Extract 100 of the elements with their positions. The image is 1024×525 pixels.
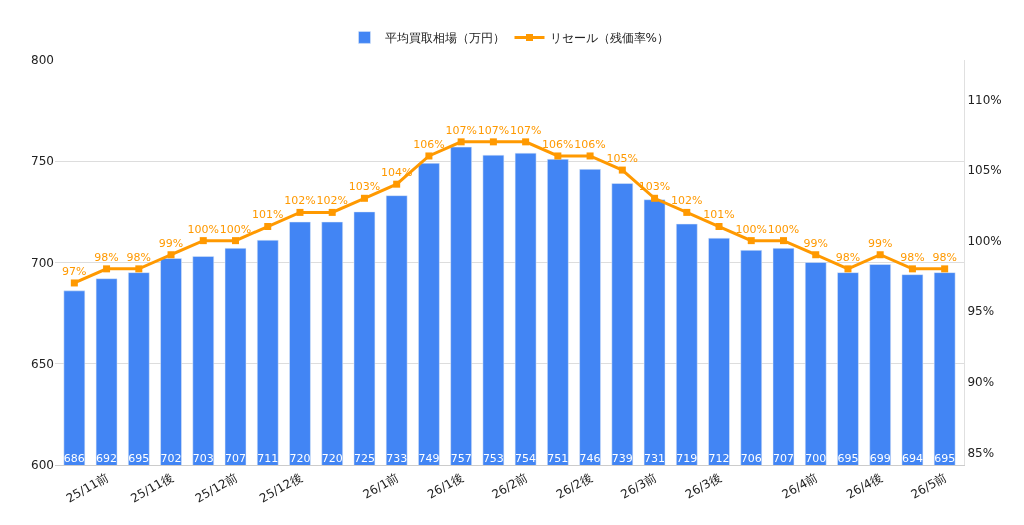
x-tick-label: 26/2後 bbox=[553, 470, 595, 502]
data-label: 695 bbox=[837, 452, 859, 466]
point bbox=[812, 251, 820, 259]
data-label: 692 bbox=[96, 452, 118, 466]
data-label: 695 bbox=[128, 452, 150, 466]
y2-tick-label: 95% bbox=[967, 304, 995, 319]
point bbox=[103, 265, 111, 273]
y-tick-label: 800 bbox=[31, 53, 54, 68]
data-label: 753 bbox=[482, 452, 504, 466]
y2-tick-label: 105% bbox=[967, 163, 1002, 178]
y-tick-label: 750 bbox=[31, 154, 54, 169]
data-label: 694 bbox=[901, 452, 923, 466]
data-label: 711 bbox=[257, 452, 279, 466]
point bbox=[135, 265, 143, 273]
x-tick-label: 26/3前 bbox=[618, 470, 660, 502]
x-tick-label: 26/4前 bbox=[779, 470, 821, 502]
data-label: 707 bbox=[225, 452, 247, 466]
point bbox=[651, 194, 659, 202]
data-label: 754 bbox=[515, 452, 537, 466]
data-label: 751 bbox=[547, 452, 569, 466]
data-label: 731 bbox=[644, 452, 666, 466]
point bbox=[747, 237, 755, 245]
data-label: 105% bbox=[606, 151, 639, 165]
data-label: 99% bbox=[867, 236, 893, 250]
data-label: 101% bbox=[703, 208, 735, 222]
x-tick-label: 26/1前 bbox=[360, 470, 402, 502]
point bbox=[715, 223, 723, 231]
data-label: 100% bbox=[735, 222, 767, 236]
point bbox=[264, 223, 272, 231]
y-tick-label: 600 bbox=[31, 458, 54, 473]
x-tick-label: 26/3後 bbox=[682, 470, 724, 502]
data-label: 686 bbox=[63, 452, 85, 466]
point bbox=[232, 237, 240, 245]
x-tick-label: 26/1後 bbox=[424, 470, 466, 502]
data-label: 98% bbox=[900, 250, 925, 264]
data-label: 97% bbox=[62, 264, 87, 278]
point bbox=[489, 138, 497, 146]
point bbox=[522, 138, 530, 146]
point bbox=[554, 152, 562, 160]
y-tick-label: 650 bbox=[31, 356, 54, 371]
data-label: 712 bbox=[708, 452, 730, 466]
data-label: 719 bbox=[676, 452, 698, 466]
data-label: 106% bbox=[413, 137, 445, 151]
point bbox=[683, 208, 691, 216]
data-label: 695 bbox=[934, 452, 956, 466]
data-label: 746 bbox=[579, 452, 601, 466]
data-label: 699 bbox=[869, 452, 891, 466]
point bbox=[941, 265, 949, 273]
data-label: 702 bbox=[160, 452, 182, 466]
point bbox=[779, 237, 787, 245]
point bbox=[618, 166, 626, 174]
x-tick-label: 26/4後 bbox=[843, 470, 885, 502]
data-label: 106% bbox=[542, 137, 574, 151]
data-label: 100% bbox=[767, 222, 800, 236]
point bbox=[167, 251, 175, 259]
point bbox=[296, 208, 304, 216]
point bbox=[199, 237, 207, 245]
point bbox=[425, 152, 433, 160]
y2-tick-label: 90% bbox=[967, 374, 995, 389]
data-label: 102% bbox=[284, 194, 316, 208]
x-tick-label: 26/5前 bbox=[908, 470, 950, 502]
data-label: 725 bbox=[353, 452, 375, 466]
data-label: 706 bbox=[740, 452, 762, 466]
data-label: 101% bbox=[252, 208, 284, 222]
data-label: 99% bbox=[803, 236, 828, 250]
data-label: 739 bbox=[611, 452, 633, 466]
data-label: 103% bbox=[348, 180, 381, 194]
data-label: 700 bbox=[805, 452, 827, 466]
data-label: 100% bbox=[187, 222, 220, 236]
data-label: 100% bbox=[219, 222, 252, 236]
data-label: 107% bbox=[445, 123, 477, 137]
data-label: 703 bbox=[192, 452, 214, 466]
point bbox=[908, 265, 916, 273]
data-label: 733 bbox=[386, 452, 408, 466]
data-label: 106% bbox=[574, 137, 606, 151]
y2-tick-label: 100% bbox=[967, 233, 1002, 248]
data-label: 102% bbox=[316, 194, 348, 208]
point bbox=[586, 152, 594, 160]
data-label: 757 bbox=[450, 452, 472, 466]
data-label: 98% bbox=[932, 250, 957, 264]
point bbox=[328, 208, 336, 216]
point bbox=[457, 138, 465, 146]
data-label: 720 bbox=[289, 452, 311, 466]
point bbox=[844, 265, 852, 273]
point bbox=[70, 279, 78, 287]
data-label: 102% bbox=[671, 194, 703, 208]
data-label: 107% bbox=[509, 123, 542, 137]
y-tick-label: 700 bbox=[31, 255, 54, 270]
y2-tick-label: 110% bbox=[967, 92, 1002, 107]
data-label: 98% bbox=[126, 250, 152, 264]
point bbox=[360, 194, 368, 202]
legend-label: リセール（残価率%） bbox=[549, 31, 669, 46]
data-label: 749 bbox=[418, 452, 440, 466]
data-label: 99% bbox=[158, 236, 184, 250]
point bbox=[393, 180, 401, 188]
x-tick-label: 26/2前 bbox=[489, 470, 531, 502]
data-label: 707 bbox=[772, 452, 794, 466]
data-label: 720 bbox=[321, 452, 343, 466]
point bbox=[876, 251, 884, 259]
y2-tick-label: 85% bbox=[967, 445, 995, 460]
